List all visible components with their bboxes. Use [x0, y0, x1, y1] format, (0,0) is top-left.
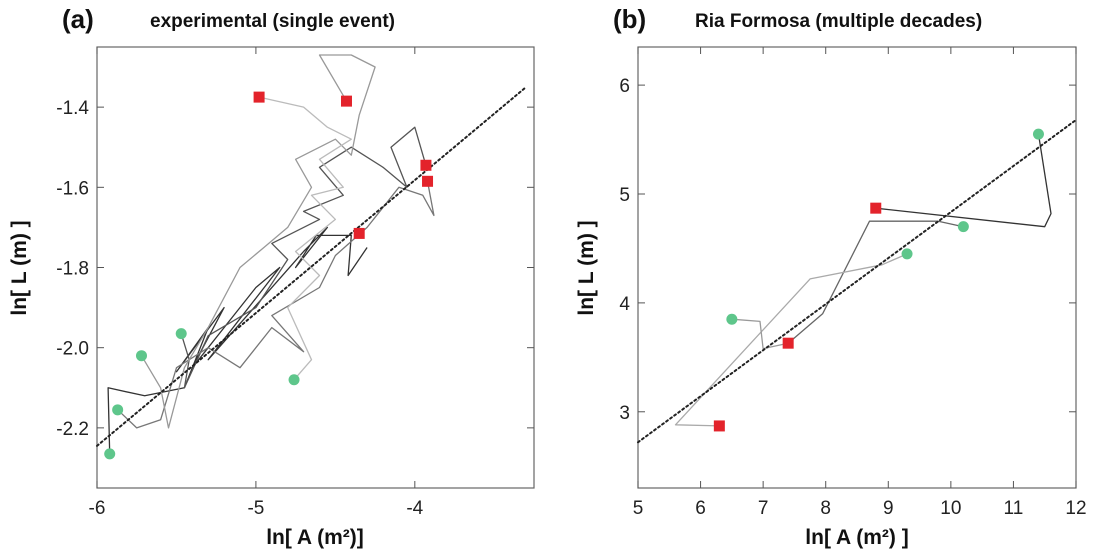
end-point-marker	[713, 420, 725, 432]
start-point-marker	[901, 248, 913, 260]
end-point-marker	[353, 227, 365, 239]
panel-a-fit-line	[96, 86, 528, 447]
trajectory-line	[674, 253, 908, 427]
start-point-marker	[957, 221, 969, 233]
panel-a: (a) experimental (single event) -6 -5 -4 -2…	[8, 4, 535, 549]
start-point-marker	[726, 313, 738, 325]
trajectory-line	[107, 226, 368, 454]
end-point-marker	[870, 202, 882, 214]
panel-b-x-axis-label: ln[ A (m²) ]	[805, 526, 908, 549]
trajectory-line	[140, 54, 376, 429]
panel-b-ticks: 5 6 7 8 9 10 11 12 3 4 5 6	[619, 47, 1087, 519]
end-point-marker	[253, 91, 265, 103]
panel-a-trajectories	[107, 54, 435, 454]
panel-a-title: experimental (single event)	[150, 11, 395, 32]
panel-a-ticks: -6 -5 -4 -2.2 -2.0 -1.8 -1.6 -1.4	[56, 47, 534, 519]
x-tick-label: -4	[406, 498, 423, 519]
panel-b-y-axis-label: ln[ L (m) ]	[575, 220, 598, 315]
panel-a-y-axis-label: ln[ L (m) ]	[8, 220, 31, 315]
y-tick-label: 4	[619, 294, 630, 315]
start-point-marker	[1032, 128, 1044, 140]
fit-line	[637, 118, 1077, 444]
panel-b-fit-line	[637, 118, 1077, 444]
y-tick-label: -2.0	[56, 339, 89, 360]
y-tick-label: -1.6	[56, 178, 89, 199]
panel-b-title: Ria Formosa (multiple decades)	[695, 11, 982, 32]
y-tick-label: 5	[619, 185, 630, 206]
start-point-marker	[175, 328, 187, 340]
panel-b: (b) Ria Formosa (multiple decades) 5 6 7 8 9…	[575, 4, 1087, 549]
start-point-marker	[112, 404, 124, 416]
x-tick-label: 6	[695, 498, 706, 519]
x-tick-label: 5	[633, 498, 644, 519]
x-tick-label: -6	[89, 498, 106, 519]
y-tick-label: -2.2	[56, 419, 89, 440]
trajectory-line	[731, 318, 789, 350]
panel-a-x-axis-label: ln[ A (m²)]	[266, 526, 364, 549]
x-tick-label: 11	[1004, 498, 1024, 519]
start-point-marker	[288, 374, 300, 386]
trajectory-line	[787, 220, 964, 344]
panel-b-plot-frame	[637, 46, 1077, 489]
x-tick-label: 12	[1065, 498, 1086, 519]
y-tick-label: -1.4	[56, 98, 89, 119]
y-tick-label: -1.8	[56, 259, 89, 280]
panel-b-markers	[713, 128, 1044, 432]
x-tick-label: 8	[820, 498, 831, 519]
panel-b-label: (b)	[613, 4, 646, 34]
end-point-marker	[422, 175, 434, 187]
x-tick-label: -5	[247, 498, 264, 519]
x-tick-label: 10	[940, 498, 961, 519]
end-point-marker	[340, 95, 352, 107]
trajectory-line	[875, 133, 1052, 228]
start-point-marker	[135, 350, 147, 362]
trajectory-line	[258, 96, 352, 381]
panel-b-trajectories	[674, 133, 1052, 427]
panel-a-markers	[104, 91, 434, 460]
end-point-marker	[420, 159, 432, 171]
end-point-marker	[782, 337, 794, 349]
y-tick-label: 3	[619, 403, 630, 424]
fit-line	[96, 86, 528, 447]
start-point-marker	[104, 448, 116, 460]
x-tick-label: 7	[758, 498, 769, 519]
panel-a-plot-frame	[96, 46, 535, 489]
y-tick-label: 6	[619, 76, 630, 97]
panel-a-label: (a)	[62, 4, 94, 34]
x-tick-label: 9	[883, 498, 894, 519]
